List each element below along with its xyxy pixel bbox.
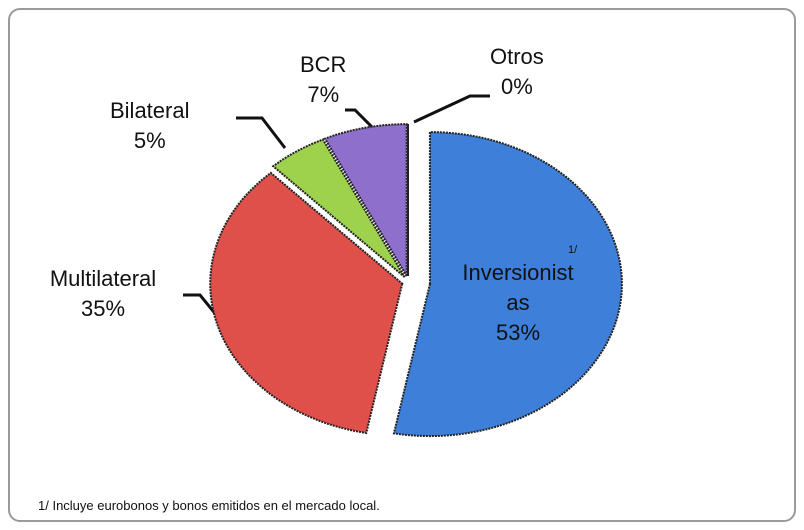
category-label: Inversionistas xyxy=(462,260,574,315)
value-label: 53% xyxy=(495,320,541,345)
category-label: Bilateral xyxy=(110,98,190,123)
value-label: 0% xyxy=(501,74,533,99)
slice-label: Bilateral 5% xyxy=(110,96,189,156)
slice-label: Inversionistas 53% xyxy=(462,258,574,348)
value-label: 7% xyxy=(307,82,340,107)
category-label: Multilateral xyxy=(49,266,157,291)
pie-slice xyxy=(392,131,623,438)
slice-label: Multilateral 35% xyxy=(48,264,158,324)
slice-label: Otros 0% xyxy=(490,42,544,102)
value-label: 35% xyxy=(80,296,126,321)
value-label: 5% xyxy=(133,128,166,153)
leader-line xyxy=(413,94,490,124)
category-label: BCR xyxy=(300,52,347,77)
category-label: Otros xyxy=(490,44,544,69)
leader-line xyxy=(345,108,374,129)
leader-line xyxy=(236,116,287,149)
pie-slice xyxy=(323,123,408,280)
footnote: 1/ Incluye eurobonos y bonos emitidos en… xyxy=(38,498,380,513)
chart-frame xyxy=(8,8,796,522)
note-marker: 1/ xyxy=(568,244,578,256)
slice-label: BCR 7% xyxy=(300,50,346,110)
pie-slice xyxy=(271,138,406,278)
pie-slice xyxy=(209,171,404,435)
